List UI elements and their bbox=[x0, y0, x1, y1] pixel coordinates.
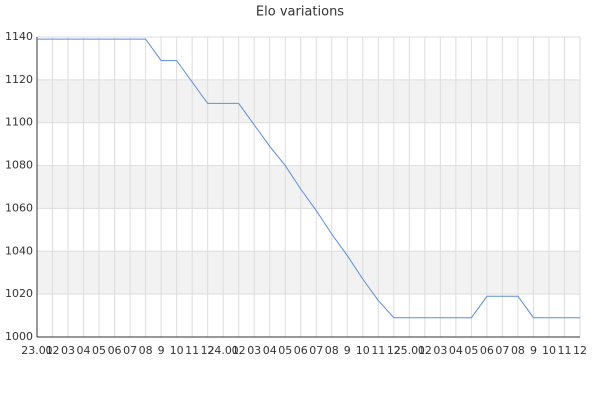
grid-band bbox=[37, 251, 580, 295]
x-tick-label: 08 bbox=[139, 344, 153, 357]
x-tick-label: 05 bbox=[278, 344, 292, 357]
grid-band bbox=[37, 79, 580, 123]
x-tick-label: 10 bbox=[356, 344, 370, 357]
y-tick-label: 1080 bbox=[5, 159, 33, 172]
x-tick-label: 11 bbox=[557, 344, 571, 357]
x-tick-label: 04 bbox=[263, 344, 277, 357]
x-tick-label: 24.01 bbox=[207, 344, 239, 357]
x-tick-label: 10 bbox=[170, 344, 184, 357]
y-tick-label: 1000 bbox=[5, 330, 33, 343]
x-tick-label: 9 bbox=[344, 344, 351, 357]
x-tick-label: 02 bbox=[46, 344, 60, 357]
x-tick-label: 9 bbox=[158, 344, 165, 357]
y-tick-label: 1100 bbox=[5, 116, 33, 129]
x-tick-label: 03 bbox=[61, 344, 75, 357]
x-tick-label: 02 bbox=[232, 344, 246, 357]
x-tick-label: 03 bbox=[247, 344, 261, 357]
x-tick-label: 10 bbox=[542, 344, 556, 357]
x-tick-label: 05 bbox=[92, 344, 106, 357]
x-tick-label: 07 bbox=[309, 344, 323, 357]
x-tick-label: 11 bbox=[185, 344, 199, 357]
x-tick-label: 06 bbox=[480, 344, 494, 357]
x-tick-label: 12 bbox=[573, 344, 587, 357]
x-tick-label: 08 bbox=[325, 344, 339, 357]
x-tick-label: 23.01 bbox=[21, 344, 53, 357]
x-tick-label: 03 bbox=[433, 344, 447, 357]
x-tick-label: 9 bbox=[530, 344, 537, 357]
x-tick-label: 12 bbox=[201, 344, 215, 357]
x-tick-label: 04 bbox=[449, 344, 463, 357]
data-line bbox=[37, 38, 580, 319]
chart-title: Elo variations bbox=[256, 5, 344, 20]
x-tick-label: 05 bbox=[464, 344, 478, 357]
y-tick-label: 1140 bbox=[5, 30, 33, 43]
x-tick-label: 06 bbox=[294, 344, 308, 357]
x-tick-label: 06 bbox=[108, 344, 122, 357]
x-tick-label: 25.01 bbox=[394, 344, 426, 357]
y-tick-label: 1040 bbox=[5, 244, 33, 257]
y-tick-label: 1020 bbox=[5, 287, 33, 300]
y-tick-label: 1060 bbox=[5, 201, 33, 214]
x-tick-label: 07 bbox=[495, 344, 509, 357]
y-tick-label: 1120 bbox=[5, 73, 33, 86]
grid-band bbox=[37, 165, 580, 209]
x-tick-label: 02 bbox=[418, 344, 432, 357]
x-tick-label: 04 bbox=[77, 344, 91, 357]
x-tick-label: 07 bbox=[123, 344, 137, 357]
x-tick-label: 12 bbox=[387, 344, 401, 357]
x-tick-label: 08 bbox=[511, 344, 525, 357]
x-tick-label: 11 bbox=[371, 344, 385, 357]
